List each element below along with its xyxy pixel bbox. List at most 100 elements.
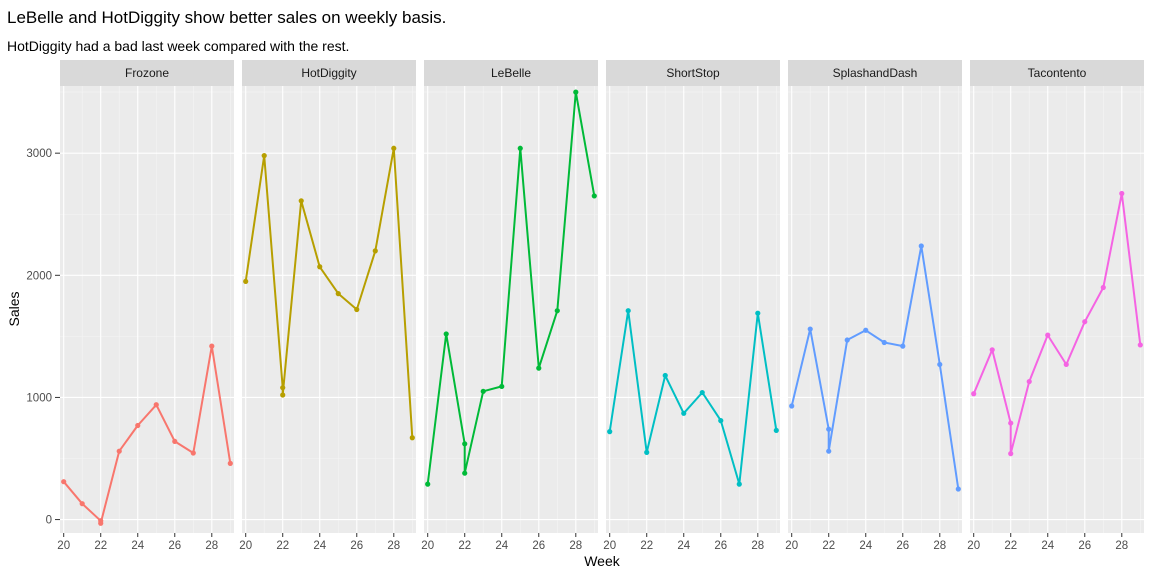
x-tick-label: 28 bbox=[933, 540, 946, 552]
data-point bbox=[1008, 451, 1014, 457]
facet-strip-tacontento bbox=[970, 60, 1144, 86]
data-point bbox=[209, 343, 215, 349]
facet-strip-label: ShortStop bbox=[666, 66, 720, 80]
facet-strip-label: SplashandDash bbox=[833, 66, 918, 80]
facet-strip-label: Tacontento bbox=[1028, 66, 1087, 80]
data-point bbox=[1026, 378, 1032, 385]
data-point bbox=[462, 470, 468, 476]
data-point bbox=[227, 460, 233, 466]
x-tick-label: 22 bbox=[640, 540, 653, 552]
data-point bbox=[789, 403, 795, 409]
data-point bbox=[335, 291, 341, 297]
x-tick-label: 26 bbox=[350, 540, 363, 552]
data-point bbox=[554, 308, 560, 314]
data-point bbox=[1082, 319, 1088, 325]
y-tick-label: 2000 bbox=[26, 270, 52, 282]
y-tick-label: 3000 bbox=[26, 148, 52, 160]
x-tick-label: 24 bbox=[677, 540, 690, 552]
data-point bbox=[955, 486, 961, 492]
y-axis-title: Sales bbox=[6, 291, 22, 326]
data-point bbox=[807, 326, 813, 332]
data-point bbox=[607, 429, 613, 435]
data-point bbox=[243, 278, 249, 285]
data-point bbox=[517, 145, 523, 151]
data-point bbox=[826, 426, 832, 432]
y-tick-label: 1000 bbox=[26, 392, 52, 404]
data-point bbox=[462, 441, 468, 447]
data-point bbox=[1100, 284, 1106, 291]
x-tick-label: 22 bbox=[822, 540, 835, 552]
data-point bbox=[937, 361, 943, 368]
data-point bbox=[61, 479, 67, 485]
data-point bbox=[79, 501, 85, 507]
data-point bbox=[354, 306, 360, 313]
data-point bbox=[918, 243, 924, 249]
data-point bbox=[826, 448, 832, 454]
data-point bbox=[280, 392, 286, 398]
data-point bbox=[372, 248, 378, 254]
x-tick-label: 22 bbox=[458, 540, 471, 552]
data-point bbox=[718, 418, 724, 424]
data-point bbox=[736, 481, 742, 487]
x-tick-label: 26 bbox=[532, 540, 545, 552]
data-point bbox=[391, 145, 397, 151]
data-point bbox=[1119, 190, 1125, 197]
data-point bbox=[900, 343, 906, 349]
data-point bbox=[863, 327, 869, 333]
x-tick-label: 24 bbox=[495, 540, 508, 552]
x-tick-label: 28 bbox=[205, 540, 218, 552]
data-point bbox=[844, 337, 850, 343]
x-tick-label: 24 bbox=[859, 540, 872, 552]
data-point bbox=[116, 448, 122, 454]
data-point bbox=[1137, 342, 1143, 348]
data-point bbox=[755, 310, 761, 316]
chart-subtitle: HotDiggity had a bad last week compared … bbox=[7, 38, 350, 54]
x-tick-label: 22 bbox=[94, 540, 107, 552]
facet-strip-shortstop bbox=[606, 60, 780, 86]
x-tick-label: 22 bbox=[1004, 540, 1017, 552]
data-point bbox=[480, 388, 486, 394]
data-point bbox=[644, 449, 650, 455]
data-point bbox=[881, 339, 887, 346]
data-point bbox=[317, 264, 323, 270]
data-point bbox=[971, 391, 977, 397]
x-tick-label: 20 bbox=[239, 540, 252, 552]
data-point bbox=[1008, 420, 1014, 426]
x-tick-label: 28 bbox=[387, 540, 400, 552]
data-point bbox=[298, 198, 304, 204]
x-tick-label: 26 bbox=[714, 540, 727, 552]
x-tick-label: 26 bbox=[896, 540, 909, 552]
data-point bbox=[536, 365, 542, 371]
data-point bbox=[409, 435, 415, 441]
x-tick-label: 20 bbox=[57, 540, 70, 552]
x-axis-title: Week bbox=[584, 553, 621, 569]
data-point bbox=[172, 438, 178, 445]
data-point bbox=[1063, 361, 1069, 368]
data-point bbox=[261, 153, 267, 159]
data-point bbox=[135, 422, 141, 429]
x-tick-label: 22 bbox=[276, 540, 289, 552]
facet-strip-label: LeBelle bbox=[491, 66, 531, 80]
x-tick-label: 28 bbox=[1115, 540, 1128, 552]
data-point bbox=[190, 450, 196, 456]
data-point bbox=[681, 410, 687, 416]
data-point bbox=[591, 193, 597, 199]
data-point bbox=[280, 385, 286, 391]
y-tick-label: 0 bbox=[46, 515, 52, 527]
facet-strip-frozone bbox=[60, 60, 234, 86]
x-tick-label: 26 bbox=[168, 540, 181, 552]
data-point bbox=[1045, 332, 1051, 338]
x-tick-label: 24 bbox=[131, 540, 144, 552]
data-point bbox=[989, 347, 995, 353]
facet-strip-label: Frozone bbox=[125, 66, 169, 80]
facet-strip-lebelle bbox=[424, 60, 598, 86]
x-tick-label: 24 bbox=[1041, 540, 1054, 552]
data-point bbox=[443, 331, 449, 337]
x-tick-label: 20 bbox=[603, 540, 616, 552]
data-point bbox=[699, 389, 705, 396]
data-point bbox=[625, 308, 631, 314]
x-tick-label: 20 bbox=[421, 540, 434, 552]
x-tick-label: 20 bbox=[967, 540, 980, 552]
x-tick-label: 28 bbox=[751, 540, 764, 552]
